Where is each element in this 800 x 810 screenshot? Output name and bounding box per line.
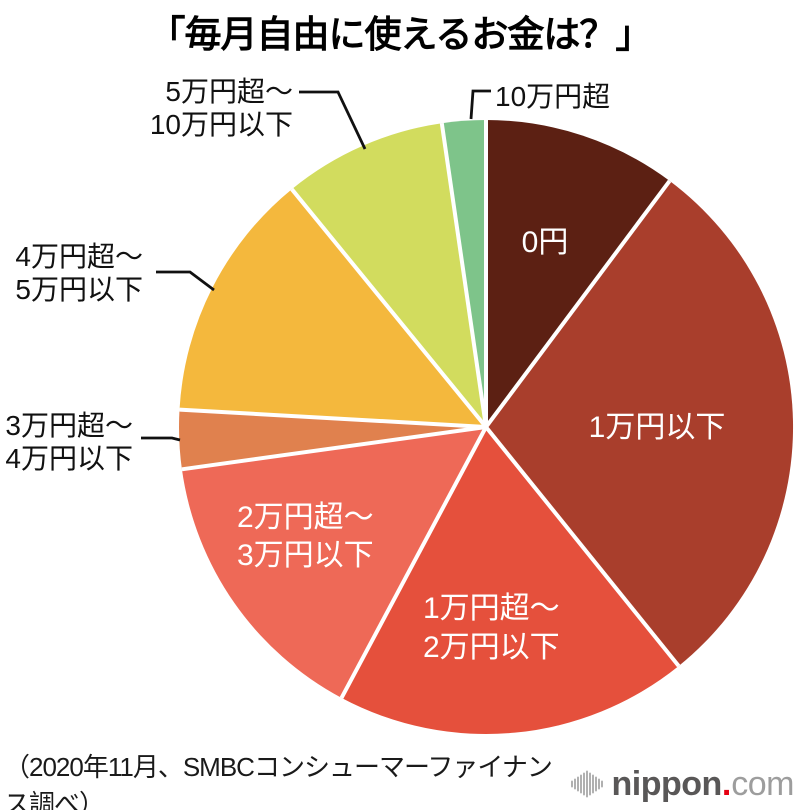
chart-title: 「毎月自由に使えるお金は？」	[148, 14, 653, 55]
slice-divider	[484, 425, 681, 668]
slice-label-line: 3万円以下	[237, 539, 374, 572]
logo-tld-text: com	[731, 764, 794, 803]
slice-label-4: 3万円超〜 4万円以下	[5, 409, 133, 475]
slice-label-2: 1万円超〜 2万円以下	[423, 589, 560, 667]
leader-line-7	[469, 89, 491, 120]
slice-divider	[339, 426, 488, 699]
pie-slice-5	[179, 189, 486, 427]
slice-divider	[439, 122, 488, 428]
logo-brand-text: nippon	[611, 764, 723, 803]
pie-slice-2	[341, 427, 679, 735]
pie-slice-6	[291, 123, 486, 427]
leader-line-6	[299, 90, 367, 150]
slice-label-line: 2万円超〜	[237, 501, 374, 534]
soundwave-bar	[597, 778, 600, 790]
slice-label-line: 3万円超〜	[5, 410, 133, 441]
nippon-logo: nippon.com	[569, 765, 794, 804]
slice-label-line: 5万円以下	[15, 274, 143, 305]
slice-divider	[181, 425, 487, 472]
soundwave-bar	[585, 770, 588, 798]
soundwave-bar	[573, 778, 576, 790]
soundwave-bar	[600, 780, 603, 788]
slice-label-line: 10万円以下	[149, 109, 293, 140]
slice-label-line: 1万円以下	[588, 411, 726, 444]
slice-label-0: 0円	[522, 217, 569, 261]
soundwave-bar	[576, 776, 579, 792]
logo-wordmark: nippon.com	[611, 764, 795, 804]
slice-divider	[484, 179, 672, 429]
source-note: （2020年11月、SMBCコンシューマーファイナンス調べ）	[4, 752, 553, 810]
soundwave-bar	[588, 772, 591, 796]
logo-dot: .	[721, 764, 732, 803]
pie-slice-3	[181, 427, 486, 698]
slice-label-line: 0円	[521, 226, 569, 259]
soundwave-icon	[570, 770, 603, 798]
slice-label-5: 4万円超〜 5万円以下	[15, 240, 143, 306]
soundwave-bar	[570, 780, 573, 788]
slice-label-line: 10万円超	[495, 81, 611, 112]
slice-divider	[290, 187, 488, 429]
pie-slice-1	[486, 180, 794, 666]
slice-label-line: 4万円以下	[5, 443, 133, 474]
slice-label-line: 5万円超〜	[165, 76, 293, 107]
soundwave-bar	[579, 774, 582, 794]
footer: （2020年11月、SMBCコンシューマーファイナンス調べ） nippon.co…	[0, 752, 800, 810]
slice-label-line: 1万円超〜	[423, 592, 560, 625]
slice-label-line: 4万円超〜	[15, 241, 143, 272]
slice-divider	[179, 407, 487, 429]
soundwave-bar	[591, 774, 594, 794]
leader-line-4	[141, 436, 181, 442]
slice-label-7: 10万円超	[495, 80, 610, 113]
pie-slice-0	[486, 119, 670, 427]
leader-line-5	[156, 270, 215, 292]
slice-label-3: 2万円超〜 3万円以下	[237, 499, 374, 575]
slice-label-6: 5万円超〜 10万円以下	[150, 75, 293, 141]
slice-label-line: 2万円以下	[423, 631, 560, 664]
soundwave-bar	[582, 772, 585, 796]
slice-label-1: 1万円以下	[589, 402, 726, 446]
soundwave-bar	[594, 776, 597, 792]
